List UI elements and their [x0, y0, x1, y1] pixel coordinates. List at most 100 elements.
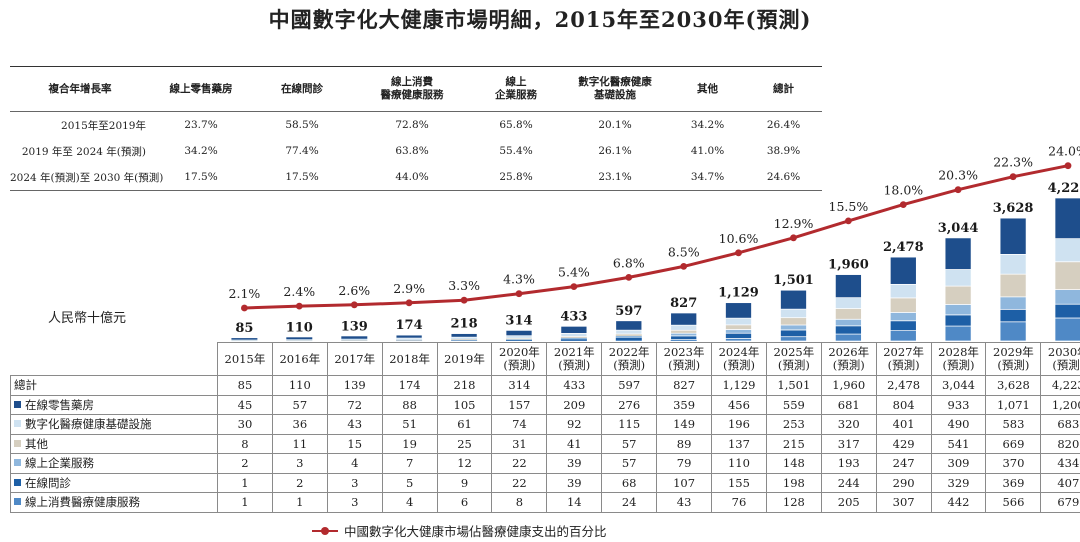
- bar-segment-digital_infra: [780, 308, 807, 319]
- value-cell: 1: [271, 492, 328, 513]
- value-cell: 155: [711, 472, 767, 493]
- bar-total-label: 3,044: [938, 221, 979, 236]
- value-cell: 22: [491, 472, 548, 493]
- cagr-header-other: 其他: [670, 66, 745, 112]
- bar-segment-other: [999, 273, 1027, 298]
- bar-segment-other: [944, 285, 972, 305]
- series-name: 其他: [25, 436, 48, 451]
- value-cell: 76: [711, 492, 767, 513]
- legend-swatch-icon: [14, 459, 21, 467]
- bar-segment-other: [560, 336, 587, 338]
- bar-total-label: 433: [560, 309, 587, 324]
- bar-segment-digital_infra: [505, 335, 533, 339]
- bar-segment-digital_infra: [286, 339, 313, 341]
- bar-segment-online_retail_pharmacy: [341, 336, 368, 339]
- bar-segment-online_retail_pharmacy: [286, 337, 313, 340]
- bar-segment-online_consumer: [944, 325, 972, 342]
- value-cell: 407: [1040, 472, 1080, 493]
- value-cell: 79: [656, 453, 713, 474]
- line-point: [899, 201, 907, 209]
- value-cell: 683: [1040, 414, 1080, 435]
- bar-segment-online_retail_pharmacy: [560, 325, 588, 334]
- cagr-value: 44.0%: [352, 164, 472, 191]
- cagr-value: 41.0%: [690, 145, 725, 157]
- legend-swatch-icon: [14, 400, 21, 408]
- value-cell: 41: [546, 433, 603, 454]
- value-cell: 57: [601, 433, 658, 454]
- total-cell: 139: [326, 375, 383, 396]
- total-cell: 218: [436, 375, 493, 396]
- value-cell: 11: [271, 433, 328, 454]
- row-label: 數字化醫療健康基礎設施: [10, 414, 218, 435]
- bar-segment-other: [670, 329, 698, 334]
- bar-segment-online_retail_pharmacy: [670, 312, 698, 326]
- value-cell: 39: [546, 453, 603, 474]
- value-cell: 198: [765, 472, 822, 493]
- cagr-header-infrastructure: 數字化醫療健康 基礎設施: [560, 66, 670, 112]
- bar-segment-digital_infra: [451, 337, 478, 340]
- cagr-header-enterprise: 線上 企業服務: [472, 66, 560, 112]
- bar-segment-online_enterprise: [615, 336, 642, 338]
- line-point: [515, 290, 523, 298]
- value-cell: 434: [1040, 453, 1080, 474]
- bar-segment-digital_infra: [944, 269, 972, 287]
- row-label: 在線零售藥房: [10, 394, 218, 415]
- bar-segment-online_retail_pharmacy: [725, 302, 752, 319]
- bar-segment-online_enterprise: [835, 318, 862, 327]
- bar-total-label: 314: [505, 313, 532, 328]
- data-row-online_retail_pharmacy: 在線零售藥房 45 57 72 88 105 157 209 276 359 456 559 681 80…: [10, 394, 1080, 415]
- cagr-body: 2015年至2019年 23.7% 58.5% 72.8% 65.8% 20.1% 34.2…: [10, 112, 822, 191]
- value-cell: 148: [765, 453, 822, 474]
- bar-segment-online_consumer: [615, 340, 642, 342]
- value-cell: 429: [875, 433, 932, 454]
- bar-segment-online_enterprise: [780, 324, 807, 331]
- line-point-label: 6.8%: [613, 255, 645, 270]
- line-point-label: 2.1%: [229, 286, 261, 301]
- bar-segment-online_retail_pharmacy: [780, 289, 807, 310]
- total-cell: 1,960: [820, 375, 877, 396]
- cagr-value: 65.8%: [499, 119, 533, 131]
- legend-line-marker-icon: [312, 526, 338, 536]
- value-cell: 490: [930, 414, 987, 435]
- bar-segment-digital_infra: [725, 317, 752, 326]
- cagr-header-period: 複合年增長率: [10, 66, 150, 112]
- bar-segment-online_consumer: [835, 333, 862, 342]
- bar-total-label: 85: [235, 321, 253, 336]
- value-cell: 68: [601, 472, 658, 493]
- year-header: 2023年 (預測): [656, 342, 713, 376]
- year-header: 2025年 (預測): [765, 342, 822, 376]
- bar-segment-digital_infra: [615, 329, 643, 335]
- value-cell: 92: [546, 414, 603, 435]
- bar-segment-online_enterprise: [670, 332, 698, 337]
- bar-total-label: 597: [615, 304, 642, 319]
- cagr-value: 26.4%: [766, 119, 801, 131]
- line-point: [570, 283, 578, 290]
- cagr-header-consumer: 線上消費 醫療健康服務: [352, 66, 472, 112]
- bar-segment-online_consultation: [999, 308, 1027, 323]
- year-header: 2030年 (預測): [1040, 342, 1080, 376]
- row-label: 在線問診: [10, 472, 218, 493]
- line-point: [405, 299, 413, 307]
- data-table-header-row: 2015年 2016年 2017年 2018年 2019年 2020年 (預測) 2021年…: [10, 342, 1080, 376]
- line-point-label: 2.4%: [283, 284, 315, 299]
- value-cell: 276: [601, 394, 658, 415]
- bar-segment-online_retail_pharmacy: [615, 320, 643, 331]
- value-cell: 1: [217, 492, 273, 513]
- bar-segment-online_consumer: [1054, 317, 1080, 342]
- bar-segment-online_retail_pharmacy: [395, 334, 423, 339]
- bar-total-label: 1,960: [828, 258, 869, 273]
- year-header: 2026年 (預測): [820, 342, 877, 376]
- year-header: 2016年: [271, 342, 328, 376]
- bar-segment-online_enterprise: [560, 337, 587, 340]
- value-cell: 196: [711, 414, 767, 435]
- bar-total-label: 110: [286, 320, 313, 335]
- year-header: 2020年 (預測): [491, 342, 548, 376]
- cagr-value: 58.5%: [285, 119, 319, 131]
- cagr-value: 24.6%: [745, 164, 822, 191]
- year-header: 2022年 (預測): [601, 342, 658, 376]
- bar-total-label: 1,129: [718, 286, 759, 301]
- bar-segment-online_consumer: [780, 336, 807, 342]
- stacked-bar-chart: 85 110 139 174 218 314 433 597 827 1,129 1,501 1,96…: [229, 144, 1080, 342]
- value-cell: 74: [491, 414, 548, 435]
- series-name: 線上企業服務: [25, 456, 94, 471]
